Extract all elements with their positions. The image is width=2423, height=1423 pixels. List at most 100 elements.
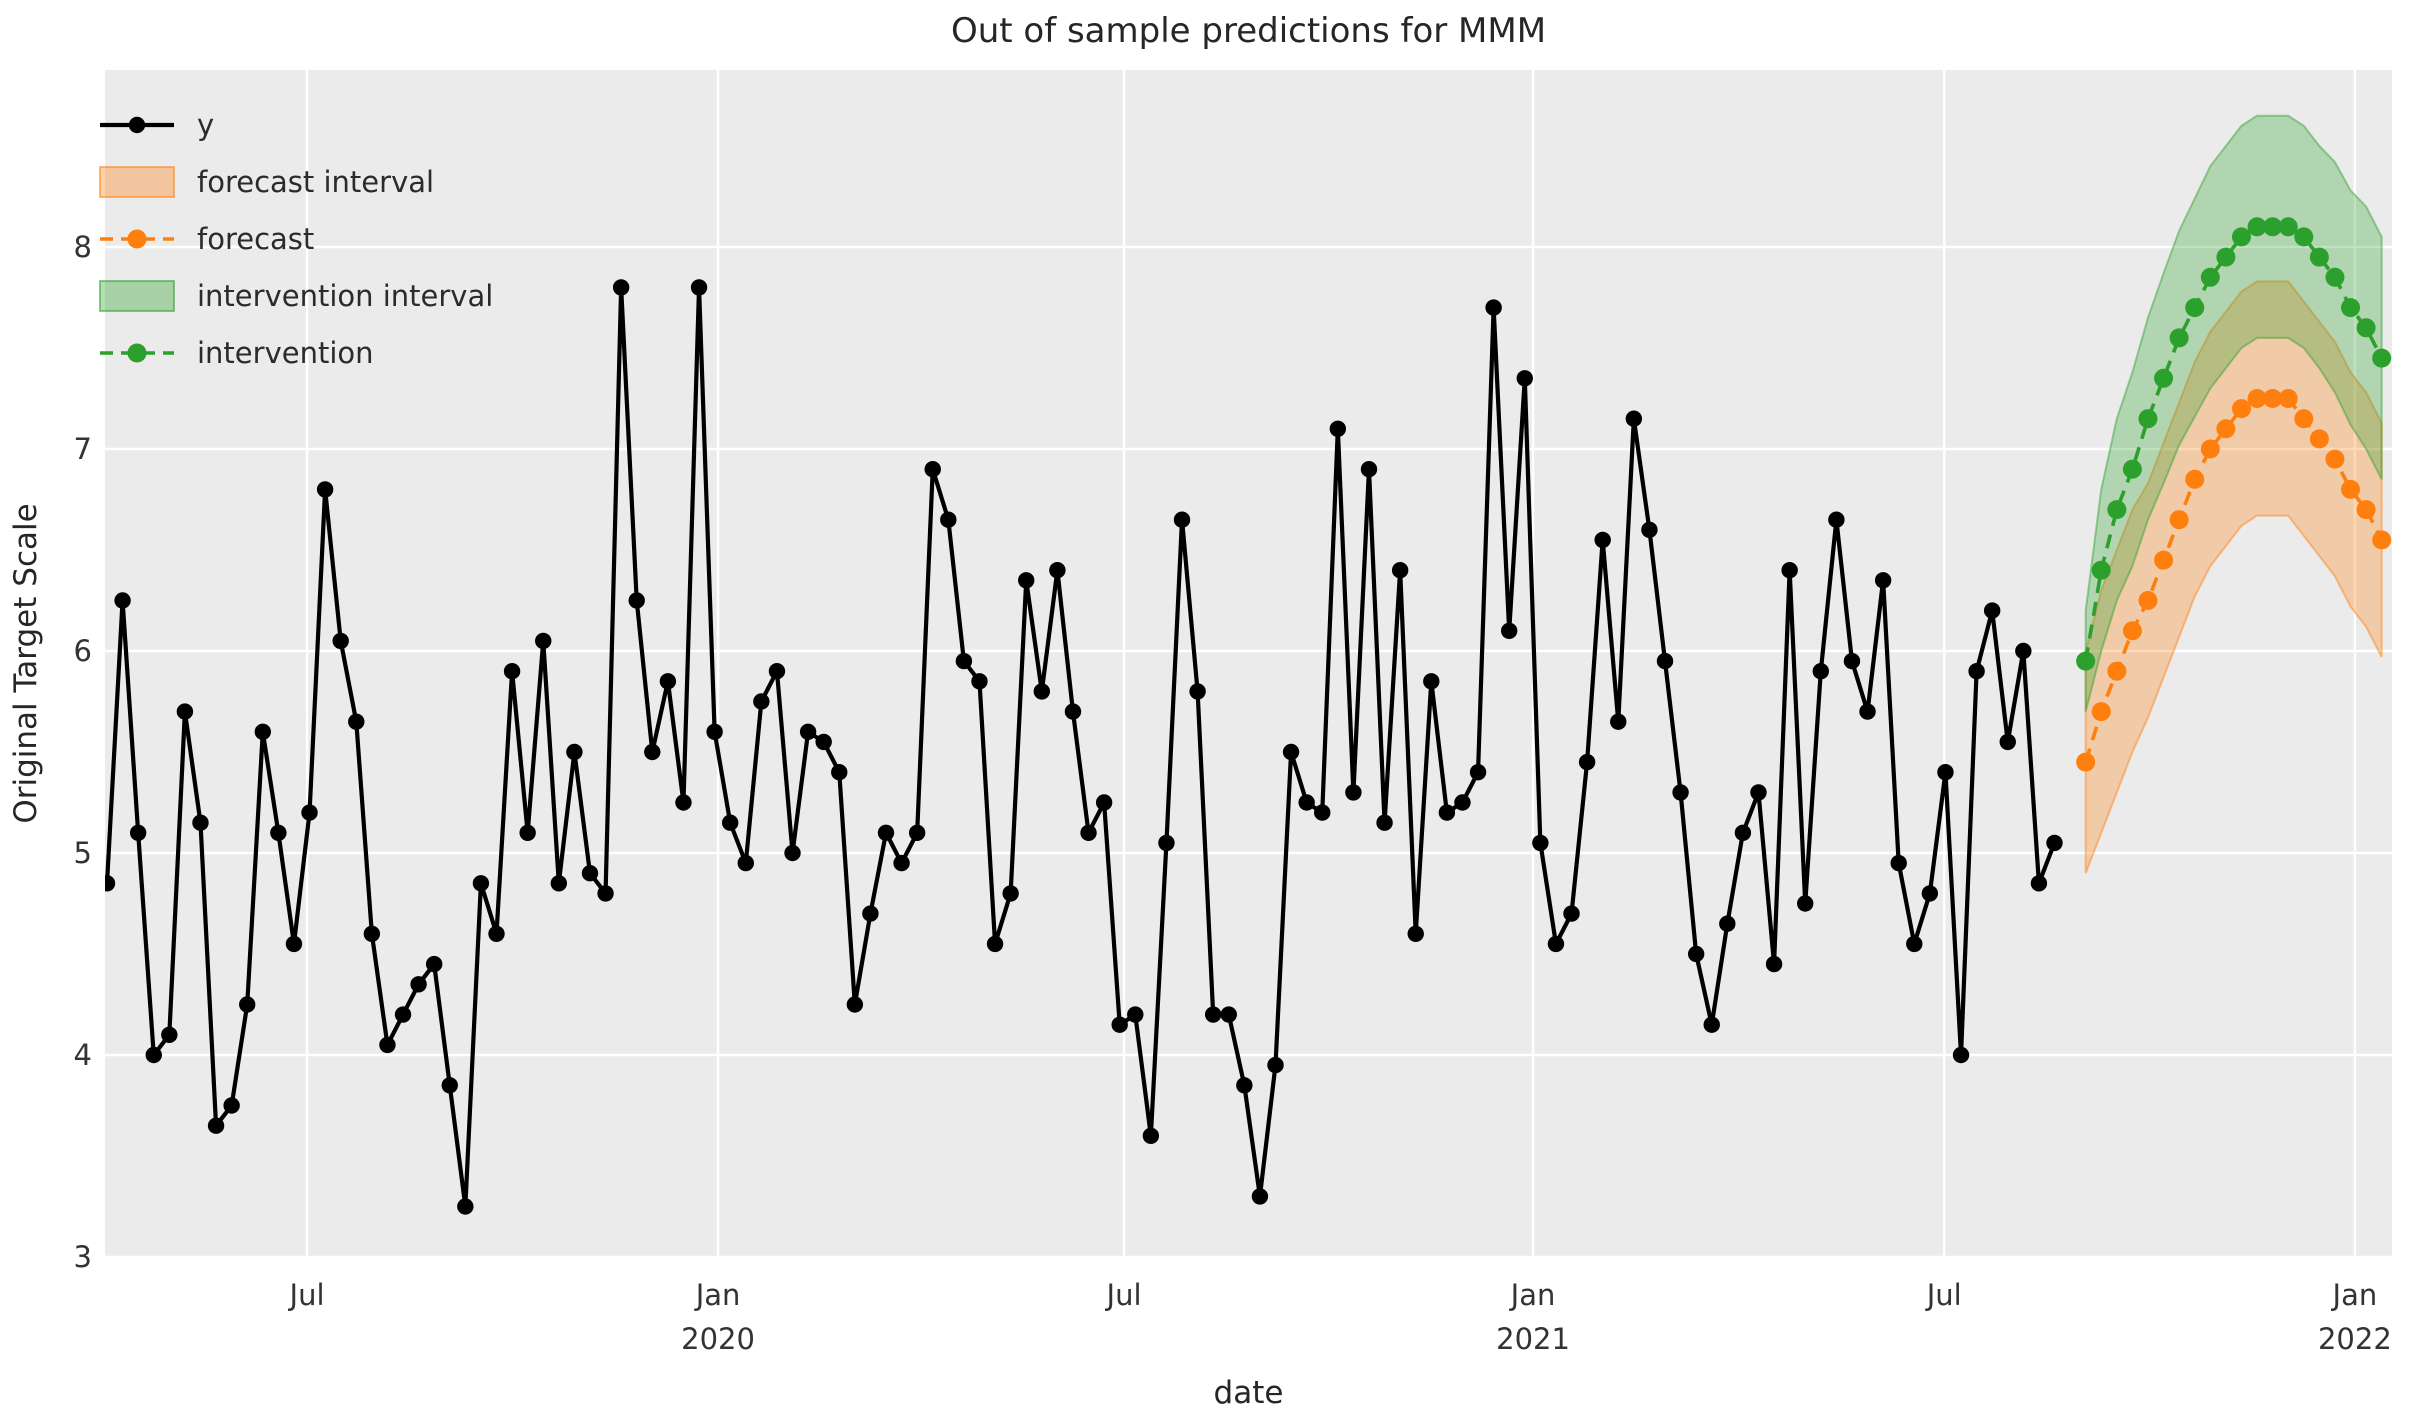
legend-patch-swatch — [99, 280, 175, 312]
intervention-marker — [2294, 227, 2314, 247]
legend-label: forecast interval — [197, 165, 434, 199]
y-marker — [1937, 764, 1954, 781]
y-marker — [1111, 1016, 1128, 1033]
forecast-marker — [2200, 439, 2220, 459]
y-marker — [1797, 895, 1814, 912]
y-marker — [924, 461, 941, 478]
intervention-interval-band — [2084, 114, 2383, 712]
forecast-marker — [2309, 429, 2329, 449]
intervention-marker — [2076, 651, 2096, 671]
y-marker — [1578, 753, 1596, 771]
forecast-marker — [2107, 661, 2127, 681]
y-marker — [394, 1006, 412, 1023]
y-marker — [1095, 794, 1113, 811]
y-marker — [550, 875, 568, 892]
intervention-marker — [2231, 227, 2251, 247]
y-axis-label: Original Target Scale — [8, 503, 44, 823]
y-marker — [1734, 824, 1752, 841]
y-marker — [597, 885, 614, 902]
y-marker — [114, 592, 131, 609]
forecast-marker — [2372, 530, 2392, 550]
y-marker — [1282, 743, 1300, 761]
x-tick-year-label: 2022 — [2318, 1322, 2392, 1356]
y-marker — [1236, 1077, 1253, 1094]
y-marker — [893, 854, 910, 872]
y-marker — [161, 1026, 178, 1044]
y-marker — [940, 511, 957, 528]
y-marker — [2046, 834, 2063, 852]
y-marker — [675, 794, 692, 811]
forecast-marker — [2122, 621, 2142, 641]
y-marker — [410, 976, 427, 993]
y-marker — [1765, 955, 1783, 973]
y-tick-label: 6 — [74, 634, 92, 668]
intervention-marker — [2263, 217, 2283, 237]
y-tick-label: 5 — [74, 836, 92, 870]
legend-label: y — [197, 108, 214, 142]
forecast-marker — [2231, 399, 2251, 419]
y-marker — [1874, 572, 1892, 589]
forecast-marker — [2325, 449, 2345, 469]
y-marker — [690, 279, 708, 296]
x-tick-year-label: 2020 — [681, 1322, 755, 1356]
y-marker — [799, 723, 817, 740]
y-marker — [223, 1097, 240, 1114]
y-tick-label: 7 — [74, 432, 92, 466]
y-marker — [1843, 652, 1861, 670]
y-marker — [1594, 531, 1611, 549]
y-marker — [1750, 784, 1767, 801]
y-marker — [737, 854, 754, 872]
y-tick-label: 8 — [74, 230, 92, 264]
y-marker — [363, 925, 381, 942]
y-marker — [1220, 1006, 1237, 1023]
y-marker — [753, 693, 770, 710]
forecast-marker — [2263, 389, 2283, 408]
series-layer — [105, 114, 2392, 1215]
y-marker — [1516, 370, 1533, 387]
y-marker — [1423, 673, 1440, 690]
y-marker — [1672, 784, 1689, 801]
intervention-line — [2083, 225, 2384, 662]
y-marker — [503, 663, 521, 680]
y-tick-label: 3 — [74, 1240, 92, 1274]
y-marker — [1314, 804, 1331, 821]
y-marker — [1454, 794, 1471, 811]
y-marker — [1064, 703, 1082, 720]
y-marker — [1018, 572, 1035, 589]
y-marker — [379, 1036, 396, 1054]
y-marker — [1983, 602, 2001, 619]
intervention-marker — [2154, 368, 2174, 388]
y-marker — [1251, 1188, 1269, 1205]
x-tick-label: Jan — [1509, 1278, 1556, 1312]
y-marker — [908, 824, 926, 841]
y-marker — [1656, 652, 1674, 670]
forecast-marker — [2091, 702, 2111, 722]
intervention-marker — [2122, 459, 2142, 479]
y-marker — [1360, 461, 1378, 478]
intervention-marker — [2185, 298, 2205, 318]
y-marker — [472, 875, 490, 892]
y-marker — [1204, 1006, 1222, 1023]
legend-item-forecast: forecast — [100, 222, 314, 256]
y-marker — [441, 1077, 458, 1094]
y-marker — [207, 1117, 225, 1134]
intervention-marker — [2138, 409, 2158, 429]
y-marker — [1298, 794, 1315, 811]
y-marker — [1859, 703, 1876, 720]
y-marker — [1033, 683, 1051, 700]
intervention-marker — [2247, 217, 2267, 237]
legend-item-intervention-interval: intervention interval — [99, 279, 493, 313]
y-marker — [877, 824, 895, 841]
y-marker — [1968, 663, 1985, 680]
forecast-interval-band — [2084, 280, 2383, 874]
forecast-marker — [2169, 510, 2189, 530]
forecast-marker — [2356, 500, 2376, 520]
legend-marker — [127, 343, 147, 363]
y-marker — [1625, 410, 1643, 427]
y-marker — [129, 824, 147, 841]
forecast-marker — [2185, 469, 2205, 489]
y-marker — [612, 279, 630, 296]
y-marker — [1002, 885, 1019, 902]
y-marker — [316, 481, 334, 498]
